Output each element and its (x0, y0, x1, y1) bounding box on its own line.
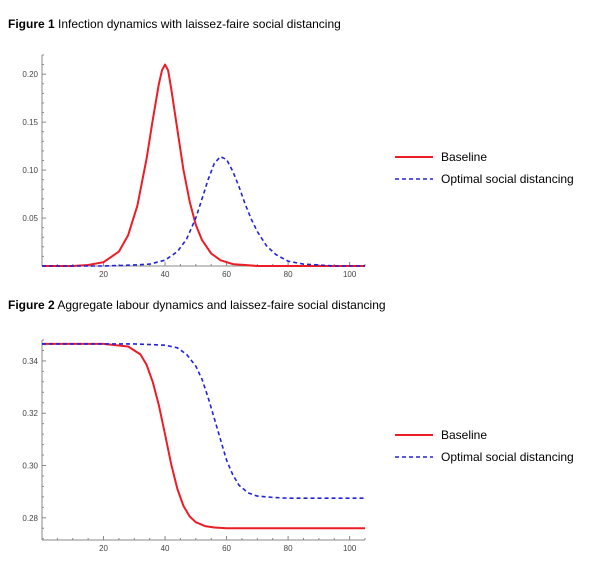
figure-2-label: Figure 2 (8, 298, 55, 312)
figure-2-title: Figure 2 Aggregate labour dynamics and l… (8, 298, 386, 312)
chart-2-x-tick-label: 20 (99, 544, 108, 553)
chart-1-y-tick-label: 0.15 (22, 118, 38, 127)
chart-2-y-tick-label: 0.32 (22, 409, 38, 418)
chart-2-y-tick-label: 0.34 (22, 357, 38, 366)
chart-1-series-optimal-line (42, 155, 365, 267)
figure-1-caption: Infection dynamics with laissez-faire so… (58, 17, 341, 31)
figure-1-title: Figure 1 Infection dynamics with laissez… (8, 17, 341, 31)
chart-1-y-tick-label: 0.10 (22, 166, 38, 175)
chart-1-y-tick-label: 0.20 (22, 70, 38, 79)
chart-1-legend-label-optimal: Optimal social distancing (441, 172, 574, 186)
chart-1-y-tick-label: 0.05 (22, 214, 38, 223)
chart-2-x-tick-label: 100 (343, 544, 357, 553)
chart-2-y-tick-label: 0.30 (22, 461, 38, 470)
chart-2-x-tick-label: 80 (284, 544, 293, 553)
chart-2-y-tick-label: 0.28 (22, 514, 38, 523)
figure-2-caption: Aggregate labour dynamics and laissez-fa… (57, 298, 386, 312)
chart-1-x-tick-label: 100 (343, 270, 357, 279)
chart-1-x-tick-label: 80 (284, 270, 293, 279)
chart-2-x-tick-label: 40 (161, 544, 170, 553)
chart-2-x-tick-label: 60 (222, 544, 231, 553)
chart-1-legend-label-baseline: Baseline (441, 150, 487, 164)
chart-2-legend-label-optimal: Optimal social distancing (441, 450, 574, 464)
figure-1-label: Figure 1 (8, 17, 55, 31)
chart-2-series-baseline-line (42, 342, 365, 530)
chart-1-x-tick-label: 60 (222, 270, 231, 279)
chart-1-series-baseline-line (42, 63, 365, 267)
chart-2-legend-label-baseline: Baseline (441, 428, 487, 442)
chart-2-series-optimal-line (42, 343, 365, 499)
chart-1-x-tick-label: 40 (161, 270, 170, 279)
chart-1-x-tick-label: 20 (99, 270, 108, 279)
